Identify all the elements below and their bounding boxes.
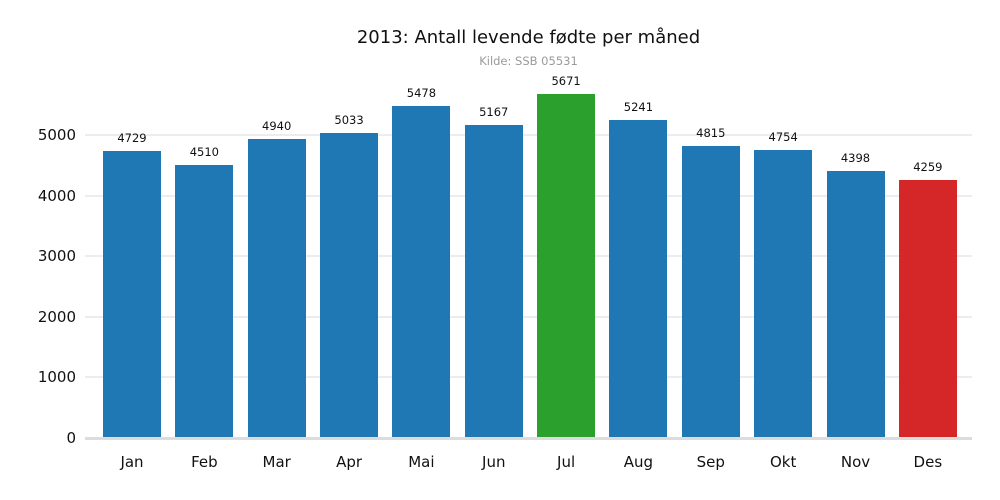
x-tick-label: Des: [913, 453, 943, 471]
bar-value-label: 5671: [551, 74, 581, 89]
bar-feb: [175, 164, 234, 437]
x-tick-label: Mai: [408, 453, 435, 471]
x-tick-label: Sep: [696, 453, 725, 471]
bar-value-label: 4729: [117, 131, 147, 146]
x-tick-label: Nov: [840, 453, 871, 471]
gridline: [85, 255, 972, 258]
bar-value-label: 4754: [768, 129, 798, 144]
x-tick-label: Apr: [336, 453, 363, 471]
bar-value-label: 5033: [334, 113, 364, 127]
bar-jan: [103, 151, 161, 437]
chart-subtitle: Kilde: SSB 05531: [479, 54, 578, 68]
gridline: [85, 134, 972, 136]
bar-des: [898, 179, 957, 437]
bar-jul: [537, 94, 596, 437]
y-tick-label: 1000: [37, 368, 76, 387]
bar-nov: [826, 171, 885, 437]
bar-value-label: 4259: [913, 159, 943, 174]
x-tick-label: Jul: [557, 453, 576, 471]
gridline: [85, 194, 972, 197]
y-tick-label: 0: [66, 429, 76, 447]
x-tick-label: Jan: [120, 453, 144, 471]
x-tick-label: Aug: [623, 453, 654, 471]
chart-title: 2013: Antall levende fødte per måned: [356, 27, 701, 48]
bar-aug: [609, 120, 668, 437]
y-tick-label: 4000: [37, 186, 76, 205]
x-tick-label: Jun: [482, 453, 506, 471]
bar-mar: [247, 138, 306, 437]
gridline: [85, 315, 972, 318]
bar-apr: [320, 133, 379, 437]
bar-okt: [754, 149, 813, 437]
x-axis-baseline: [85, 437, 972, 440]
bar-value-label: 5167: [479, 104, 509, 119]
x-tick-label: Okt: [769, 453, 797, 471]
bar-value-label: 5478: [406, 86, 437, 101]
bar-mai: [392, 106, 451, 437]
bar-value-label: 4398: [840, 151, 871, 166]
bar-value-label: 5241: [623, 100, 654, 115]
y-tick-label: 5000: [37, 126, 76, 144]
x-tick-label: Mar: [262, 453, 291, 471]
gridline: [85, 376, 972, 379]
bar-value-label: 4940: [262, 118, 292, 133]
bar-jun: [464, 124, 523, 437]
bar-value-label: 4510: [189, 144, 219, 159]
x-tick-label: Feb: [191, 453, 218, 471]
y-tick-label: 2000: [37, 307, 76, 326]
bar-value-label: 4815: [696, 126, 726, 141]
y-tick-label: 3000: [37, 247, 76, 266]
bar-sep: [681, 146, 740, 437]
